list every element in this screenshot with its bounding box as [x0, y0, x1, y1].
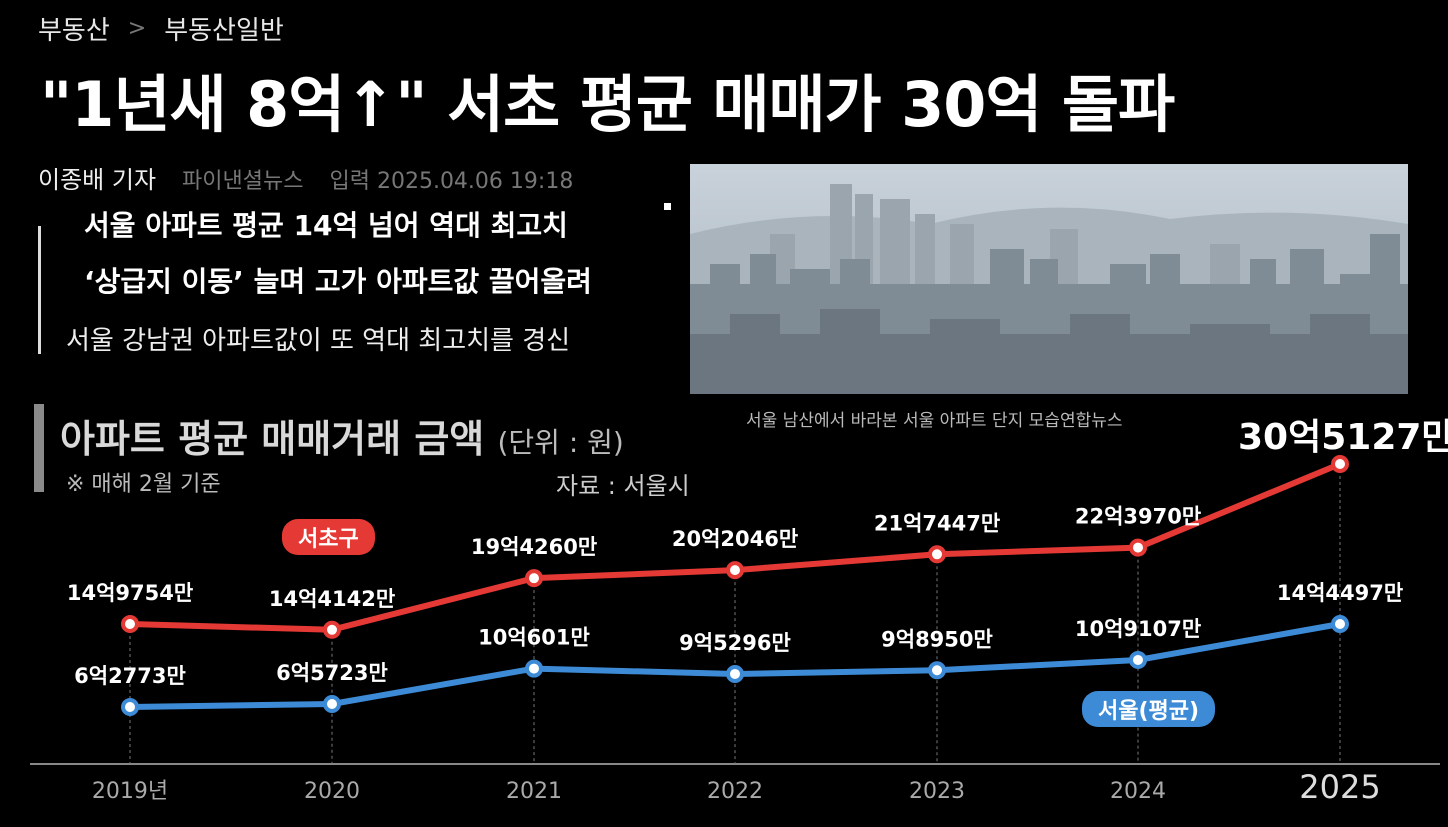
legend-seoul-average: 서울(평균): [1082, 691, 1216, 727]
data-label: 22억3970만: [1075, 505, 1201, 529]
data-point: [726, 561, 744, 580]
data-label: 19억4260만: [471, 535, 597, 559]
summary-divider: [38, 226, 41, 354]
data-point: [121, 698, 139, 716]
data-label: 14억4497만: [1277, 581, 1403, 605]
x-tick-label: 2024: [1110, 779, 1166, 804]
chart-title-text: 아파트 평균 매매거래 금액: [60, 417, 485, 461]
data-point: [1331, 455, 1349, 473]
data-point: [525, 569, 543, 588]
breadcrumb: 부동산 > 부동산일반: [38, 10, 284, 47]
city-skyline-image: [690, 184, 1408, 394]
data-label: 21억7447만: [874, 511, 1000, 535]
x-tick-label: 2021: [506, 779, 562, 804]
data-point: [1129, 650, 1147, 669]
breadcrumb-section-link[interactable]: 부동산: [38, 16, 110, 46]
x-tick-label: 2020: [304, 779, 360, 804]
data-label: 10억601만: [478, 626, 590, 650]
price-line-chart: 2019년 2020 2021 2022 2023 2024 2025 14억9754만 14억…: [30, 455, 1440, 806]
data-label: 20억2046만: [672, 527, 798, 551]
data-point: [928, 661, 946, 680]
data-label: 14억9754만: [67, 581, 193, 605]
chevron-right-icon: >: [127, 16, 147, 41]
data-label: 10억9107만: [1075, 617, 1201, 641]
data-point: [121, 615, 139, 633]
x-tick-label: 2022: [707, 779, 763, 804]
data-label: 9억5296만: [679, 631, 791, 655]
data-label: 14억4142만: [269, 587, 395, 611]
marker-dot: [664, 203, 671, 210]
summary-line-2: ‘상급지 이동’ 늘며 고가 아파트값 끌어올려: [84, 265, 592, 298]
photo-caption: 서울 남산에서 바라본 서울 아파트 단지 모습연합뉴스: [746, 411, 1123, 431]
x-tick-label: 2019년: [92, 779, 168, 804]
data-point: [726, 664, 744, 683]
chart-unit: (단위 : 원): [497, 426, 624, 459]
data-label: 9억8950만: [881, 627, 993, 651]
data-point: [1129, 538, 1147, 557]
summary-line-3: 서울 강남권 아파트값이 또 역대 최고치를 경신: [66, 326, 571, 356]
data-point: [928, 545, 946, 564]
data-point: [525, 659, 543, 678]
article-photo: [690, 164, 1408, 394]
data-label: 6억5723만: [276, 661, 388, 685]
x-tick-label: 2025: [1299, 768, 1380, 806]
data-label: 6억2773만: [74, 664, 186, 688]
x-tick-label: 2023: [909, 779, 965, 804]
chart-note: ※ 매해 2월 기준: [66, 472, 221, 497]
article-title: "1년새 8억↑" 서초 평균 매매가 30억 돌파: [40, 68, 1175, 141]
press-name: 파이낸셜뉴스: [182, 169, 304, 194]
author-name[interactable]: 이종배 기자: [38, 166, 157, 194]
chart-title: 아파트 평균 매매거래 금액 (단위 : 원): [60, 408, 624, 463]
data-point: [323, 620, 341, 639]
data-point: [323, 695, 341, 714]
publish-date: 입력 2025.04.06 19:18: [329, 169, 574, 194]
article-meta: 이종배 기자 파이낸셜뉴스 입력 2025.04.06 19:18: [38, 160, 573, 195]
data-point: [1331, 615, 1349, 633]
legend-seocho: 서초구: [282, 519, 375, 555]
breadcrumb-subsection-link[interactable]: 부동산일반: [164, 16, 284, 46]
summary-line-1: 서울 아파트 평균 14억 넘어 역대 최고치: [84, 209, 568, 242]
chart-source: 자료 : 서울시: [556, 472, 690, 500]
top-data-label: 30억5127만: [1238, 417, 1448, 458]
chart-title-accent: [34, 404, 44, 492]
